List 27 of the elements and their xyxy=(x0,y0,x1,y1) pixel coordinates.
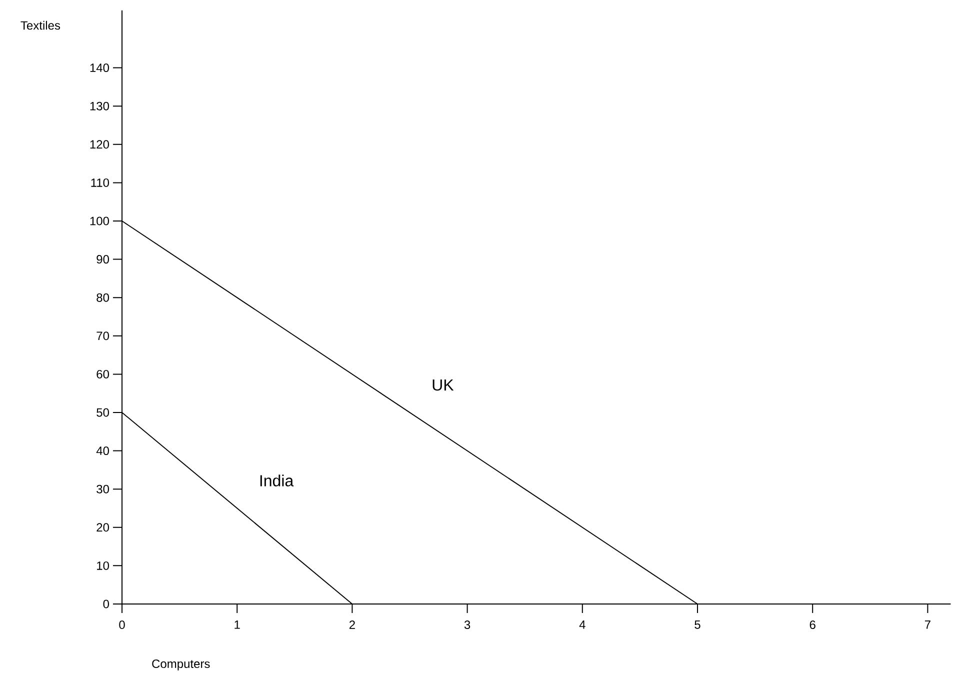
y-tick-label: 70 xyxy=(96,332,110,340)
y-tick-label: 40 xyxy=(96,446,110,456)
y-axis-title: Textiles xyxy=(20,20,60,30)
x-tick-label: 4 xyxy=(579,620,586,629)
y-tick-label: 30 xyxy=(96,484,110,494)
x-tick-label: 7 xyxy=(924,620,930,629)
y-tick-label: 100 xyxy=(90,216,110,226)
y-tick-label: 0 xyxy=(103,600,110,608)
y-tick-label: 90 xyxy=(96,255,110,264)
y-tick-label: 20 xyxy=(96,523,110,532)
x-tick-label: 2 xyxy=(349,620,355,629)
y-tick-label: 10 xyxy=(97,561,110,570)
x-tick-label: 6 xyxy=(810,620,816,630)
y-tick-label: 80 xyxy=(96,293,110,302)
series-label: India xyxy=(260,474,294,486)
y-tick-label: 130 xyxy=(90,102,110,110)
series-label: UK xyxy=(432,379,454,391)
y-tick-label: 140 xyxy=(90,64,110,72)
x-tick-label: 1 xyxy=(234,620,240,629)
y-tick-label: 50 xyxy=(96,408,110,417)
y-tick-label: 60 xyxy=(96,370,110,378)
x-tick-label: 3 xyxy=(464,620,470,630)
y-tick-label: 120 xyxy=(90,140,110,149)
x-axis-title: Computers xyxy=(152,660,210,670)
x-tick-label: 5 xyxy=(694,620,700,629)
x-tick-label: 0 xyxy=(119,620,125,630)
y-tick-label: 110 xyxy=(91,178,110,187)
